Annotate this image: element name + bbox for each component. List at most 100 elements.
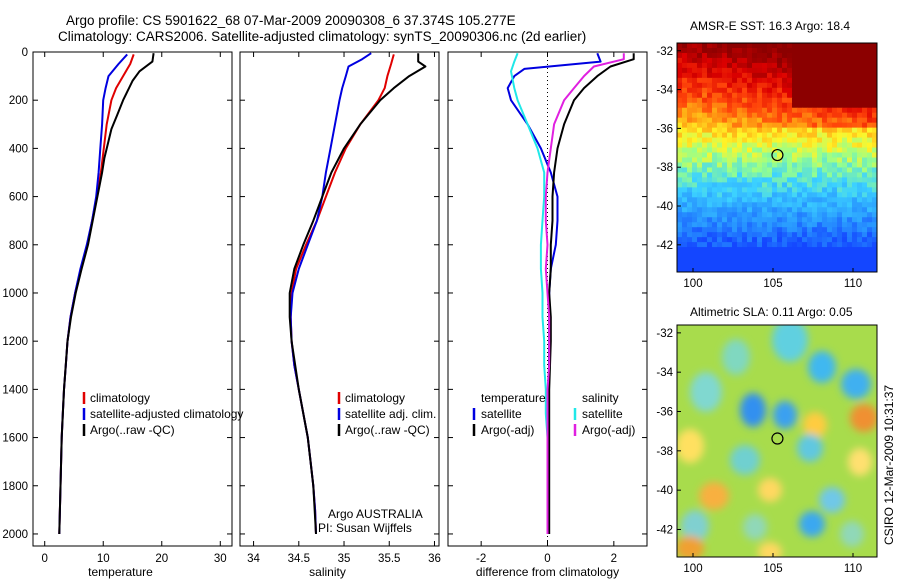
sst-cell (757, 112, 763, 119)
sst-cell (872, 187, 877, 193)
sst-cell (692, 267, 698, 272)
sst-cell (752, 57, 758, 64)
sst-cell (797, 232, 803, 238)
sst-cell (737, 147, 743, 154)
sst-cell (767, 182, 773, 188)
sst-cell (707, 172, 713, 178)
sst-cell (837, 92, 843, 99)
sst-cell (742, 192, 748, 198)
sst-cell (767, 137, 773, 144)
sst-cell (712, 67, 718, 74)
sst-cell (832, 212, 838, 218)
sst-cell (852, 107, 858, 114)
sst-cell (787, 43, 793, 49)
sst-cell (772, 137, 778, 144)
sst-cell (867, 67, 873, 74)
sst-cell (687, 202, 693, 208)
legend-label: Argo(-adj) (481, 423, 534, 437)
sst-cell (777, 92, 783, 99)
sst-cell (832, 52, 838, 59)
sst-cell (702, 52, 708, 59)
sst-cell (812, 202, 818, 208)
sst-cell (692, 152, 698, 158)
sst-cell (787, 87, 793, 94)
sst-cell (787, 222, 793, 228)
sst-cell (812, 127, 818, 134)
sst-cell (812, 197, 818, 203)
sst-cell (812, 257, 818, 263)
sst-cell (777, 82, 783, 89)
sst-cell (727, 242, 733, 248)
sst-cell (822, 142, 828, 149)
sst-cell (757, 247, 763, 253)
sst-cell (717, 202, 723, 208)
sst-cell (772, 257, 778, 263)
sst-cell (727, 127, 733, 134)
sst-cell (812, 187, 818, 193)
sst-cell (712, 102, 718, 109)
sst-cell (847, 127, 853, 134)
sst-cell (692, 227, 698, 233)
sst-cell (717, 232, 723, 238)
sst-cell (807, 147, 813, 154)
sst-cell (782, 237, 788, 243)
sst-cell (702, 72, 708, 79)
sst-cell (827, 252, 833, 258)
sst-cell (857, 202, 863, 208)
sst-cell (867, 97, 873, 104)
sst-cell (747, 157, 753, 163)
sst-cell (822, 252, 828, 258)
sst-cell (722, 132, 728, 139)
sst-cell (767, 62, 773, 69)
sst-cell (712, 237, 718, 243)
sst-cell (752, 132, 758, 139)
map-frame (676, 324, 878, 558)
sst-cell (787, 107, 793, 114)
sst-cell (857, 147, 863, 154)
sst-cell (857, 192, 863, 198)
sst-cell (827, 187, 833, 193)
sst-cell (847, 202, 853, 208)
sst-cell (707, 217, 713, 223)
sst-cell (692, 262, 698, 268)
sst-cell (717, 117, 723, 124)
sst-cell (852, 247, 858, 253)
sst-cell (817, 102, 823, 109)
sst-cell (707, 107, 713, 114)
sst-cell (817, 157, 823, 163)
sst-cell (712, 247, 718, 253)
sst-cell (817, 77, 823, 84)
sst-cell (852, 82, 858, 89)
sst-cell (692, 147, 698, 154)
sst-cell (812, 247, 818, 253)
sst-cell (702, 267, 708, 272)
sst-cell (732, 182, 738, 188)
sst-cell (812, 147, 818, 154)
sst-cell (687, 237, 693, 243)
sst-cell (727, 92, 733, 99)
sst-cell (722, 247, 728, 253)
sst-cell (832, 137, 838, 144)
sst-cell (832, 177, 838, 183)
sst-cell (702, 137, 708, 144)
sst-cell (677, 142, 683, 149)
sst-cell (827, 197, 833, 203)
sst-cell (842, 92, 848, 99)
sst-cell (772, 107, 778, 114)
sst-cell (732, 162, 738, 168)
sst-cell (727, 257, 733, 263)
sst-cell (782, 187, 788, 193)
sst-cell (682, 177, 688, 183)
sst-cell (857, 122, 863, 129)
sst-cell (707, 142, 713, 149)
sst-cell (732, 67, 738, 74)
sst-cell (872, 137, 877, 144)
sst-cell (757, 77, 763, 84)
sst-cell (827, 262, 833, 268)
sst-cell (722, 157, 728, 163)
sst-cell (692, 157, 698, 163)
sst-cell (727, 177, 733, 183)
sst-cell (752, 137, 758, 144)
sst-cell (692, 257, 698, 263)
sst-cell (832, 217, 838, 223)
